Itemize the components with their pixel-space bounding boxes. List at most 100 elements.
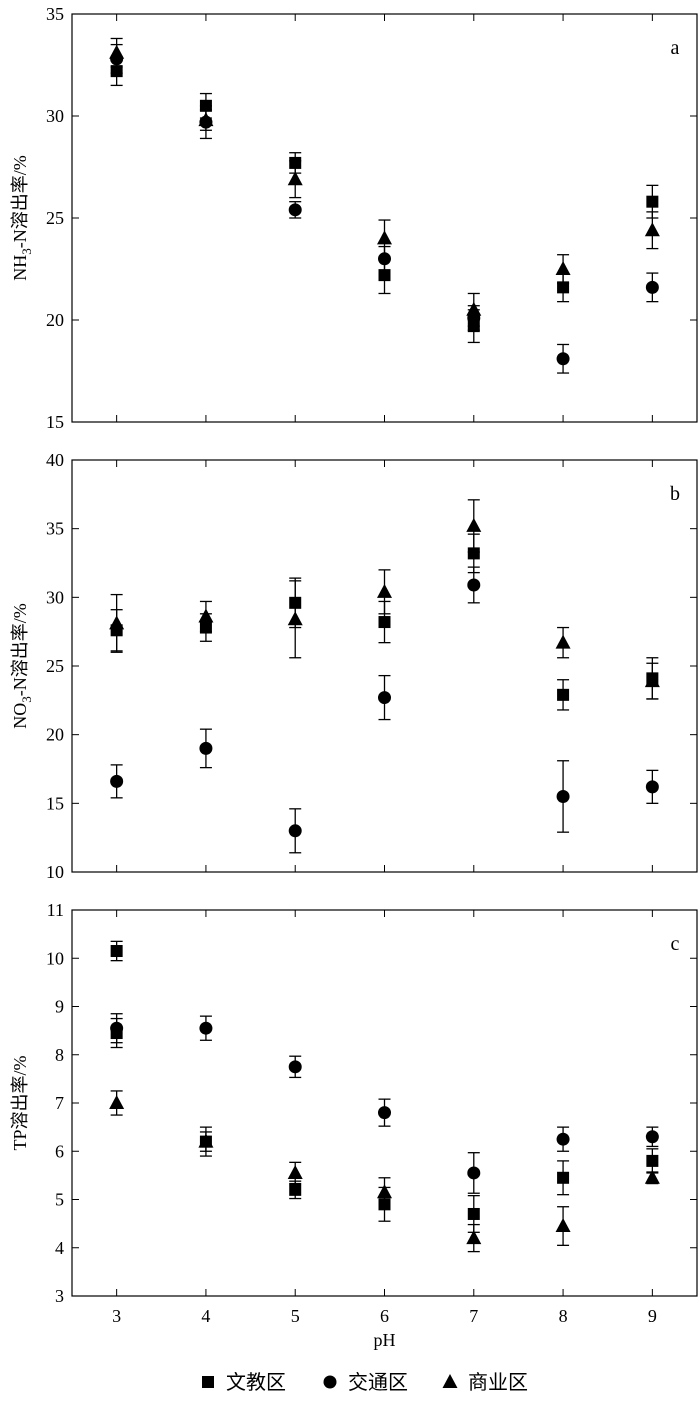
data-point bbox=[557, 1171, 570, 1184]
series-circle bbox=[110, 43, 659, 374]
legend-marker bbox=[323, 1375, 337, 1389]
data-point bbox=[378, 1106, 391, 1120]
panel-c: 3 4 5 6 7 8 9 10 11 3 4 5 6 7 8 9 c TP溶出率/% bbox=[10, 900, 698, 1326]
data-point bbox=[555, 1218, 571, 1233]
y-tick-label: 35 bbox=[46, 4, 64, 24]
series-square bbox=[110, 56, 659, 344]
y-tick-label: 15 bbox=[46, 793, 64, 813]
data-point bbox=[109, 44, 125, 59]
series-triangle bbox=[109, 499, 660, 700]
data-point bbox=[287, 611, 303, 626]
data-point bbox=[557, 281, 570, 294]
data-point bbox=[287, 171, 303, 186]
data-point bbox=[555, 634, 571, 649]
data-point bbox=[645, 1130, 659, 1144]
data-point bbox=[467, 1166, 481, 1180]
y-tick-label: 35 bbox=[46, 519, 64, 539]
data-point bbox=[467, 547, 480, 560]
legend: 文教区 交通区 商业区 bbox=[202, 1370, 528, 1394]
plot-frame bbox=[71, 459, 698, 873]
data-point bbox=[288, 824, 302, 838]
data-point bbox=[378, 691, 391, 705]
data-point bbox=[109, 615, 125, 630]
data-point bbox=[555, 261, 571, 275]
y-tick-label: 3 bbox=[55, 1286, 64, 1306]
data-point bbox=[198, 112, 214, 127]
panel-b: 10 15 20 25 30 35 40 b NO3-N溶出率/% bbox=[10, 450, 698, 882]
y-tick-label: 5 bbox=[55, 1190, 64, 1210]
x-tick-label: 7 bbox=[469, 1306, 478, 1326]
x-axis-label: pH bbox=[374, 1330, 396, 1350]
plot-frame bbox=[71, 13, 698, 423]
panel-a: 15 20 25 30 35 a NH3-N溶出率/% bbox=[10, 4, 698, 432]
series-circle bbox=[110, 566, 659, 854]
data-point bbox=[466, 1230, 482, 1245]
series-triangle bbox=[109, 1090, 660, 1253]
y-tick-label: 20 bbox=[46, 725, 64, 745]
y-tick-label: 9 bbox=[55, 997, 64, 1017]
series-circle bbox=[110, 1013, 659, 1194]
legend-label: 交通区 bbox=[348, 1370, 408, 1394]
legend-item: 交通区 bbox=[323, 1370, 408, 1394]
legend-label: 商业区 bbox=[468, 1370, 528, 1394]
data-point bbox=[288, 203, 302, 217]
data-point bbox=[557, 688, 570, 701]
y-tick-label: 20 bbox=[46, 310, 64, 330]
data-point bbox=[467, 578, 481, 592]
data-point bbox=[644, 673, 660, 688]
data-point bbox=[198, 1133, 214, 1148]
y-tick-label: 7 bbox=[55, 1093, 64, 1113]
data-point bbox=[289, 1183, 302, 1196]
data-point bbox=[646, 1154, 659, 1167]
data-point bbox=[288, 1060, 302, 1074]
y-tick-label: 30 bbox=[46, 587, 64, 607]
data-point bbox=[644, 222, 660, 237]
data-point bbox=[645, 280, 659, 294]
series-square bbox=[110, 1017, 123, 1049]
data-point bbox=[377, 1184, 392, 1199]
y-tick-label: 8 bbox=[55, 1045, 64, 1065]
data-point bbox=[556, 789, 570, 803]
y-axis-label: NH3-N溶出率/% bbox=[10, 155, 34, 281]
data-point bbox=[377, 230, 392, 245]
data-point bbox=[287, 1164, 303, 1179]
series-triangle bbox=[109, 37, 660, 327]
data-point bbox=[378, 269, 391, 282]
panel-letter: a bbox=[671, 37, 680, 59]
y-tick-label: 25 bbox=[46, 208, 64, 228]
legend-label: 文教区 bbox=[226, 1370, 286, 1394]
data-point bbox=[645, 780, 659, 794]
y-tick-label: 10 bbox=[46, 862, 64, 882]
data-point bbox=[199, 1021, 213, 1035]
data-point bbox=[198, 608, 214, 623]
data-point bbox=[646, 195, 659, 208]
data-point bbox=[110, 1027, 123, 1040]
panel-letter: b bbox=[670, 483, 680, 505]
data-point bbox=[378, 616, 391, 629]
legend-item: 文教区 bbox=[202, 1370, 286, 1394]
data-point bbox=[556, 1132, 570, 1146]
y-axis-label: NO3-N溶出率/% bbox=[10, 603, 34, 729]
y-tick-label: 30 bbox=[46, 106, 64, 126]
data-point bbox=[199, 741, 213, 755]
legend-marker bbox=[442, 1374, 458, 1388]
y-tick-label: 15 bbox=[46, 412, 64, 432]
y-tick-label: 11 bbox=[47, 900, 64, 920]
x-tick-label: 8 bbox=[559, 1306, 568, 1326]
x-tick-label: 3 bbox=[112, 1306, 121, 1326]
y-tick-label: 40 bbox=[46, 450, 64, 470]
data-point bbox=[466, 517, 482, 532]
y-axis-label: TP溶出率/% bbox=[10, 1055, 30, 1150]
y-tick-label: 4 bbox=[55, 1238, 64, 1258]
data-point bbox=[110, 774, 124, 788]
data-point bbox=[110, 945, 123, 958]
legend-marker bbox=[202, 1376, 214, 1388]
data-point bbox=[644, 1169, 660, 1184]
y-tick-label: 10 bbox=[46, 948, 64, 968]
legend-item: 商业区 bbox=[442, 1370, 528, 1394]
data-point bbox=[377, 583, 392, 598]
data-point bbox=[466, 301, 482, 316]
y-tick-label: 25 bbox=[46, 656, 64, 676]
x-tick-label: 6 bbox=[380, 1306, 389, 1326]
